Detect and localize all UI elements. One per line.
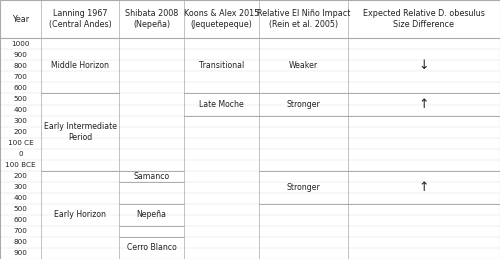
Text: Expected Relative D. obesulus
Size Difference: Expected Relative D. obesulus Size Diffe… [363, 10, 484, 29]
Text: Shibata 2008
(Nepeña): Shibata 2008 (Nepeña) [125, 10, 178, 29]
Text: 600: 600 [14, 217, 28, 223]
Text: Late Moche: Late Moche [199, 100, 244, 109]
Text: Cerro Blanco: Cerro Blanco [126, 243, 176, 253]
Text: Koons & Alex 2015
(Jequetepeque): Koons & Alex 2015 (Jequetepeque) [184, 10, 259, 29]
Text: 200: 200 [14, 173, 28, 179]
Text: ↑: ↑ [418, 181, 429, 194]
Text: 200: 200 [14, 129, 28, 135]
Text: 100 CE: 100 CE [8, 140, 34, 146]
Text: Weaker: Weaker [288, 61, 318, 70]
Text: 600: 600 [14, 85, 28, 91]
Text: 900: 900 [14, 52, 28, 58]
Text: ↑: ↑ [418, 98, 429, 111]
Text: Stronger: Stronger [286, 100, 320, 109]
Text: 500: 500 [14, 96, 28, 102]
Text: 500: 500 [14, 206, 28, 212]
Text: Early Horizon: Early Horizon [54, 210, 106, 219]
Text: 300: 300 [14, 184, 28, 190]
Text: Nepeña: Nepeña [136, 210, 166, 219]
Text: ↓: ↓ [418, 59, 429, 73]
Text: 800: 800 [14, 63, 28, 69]
Text: Relative El Niño Impact
(Rein et al. 2005): Relative El Niño Impact (Rein et al. 200… [256, 10, 350, 29]
Text: Year: Year [12, 15, 29, 24]
Text: Samanco: Samanco [134, 172, 170, 181]
Text: 400: 400 [14, 107, 28, 113]
Text: 400: 400 [14, 195, 28, 201]
Text: 700: 700 [14, 74, 28, 80]
Text: Stronger: Stronger [286, 183, 320, 192]
Text: Transitional: Transitional [199, 61, 244, 70]
Text: 900: 900 [14, 250, 28, 256]
Text: Early Intermediate
Period: Early Intermediate Period [44, 123, 117, 142]
Text: 300: 300 [14, 118, 28, 124]
Text: 100 BCE: 100 BCE [5, 162, 36, 168]
Text: 700: 700 [14, 228, 28, 234]
Text: Lanning 1967
(Central Andes): Lanning 1967 (Central Andes) [48, 10, 112, 29]
Text: 800: 800 [14, 240, 28, 246]
Text: 1000: 1000 [11, 41, 30, 47]
Text: Middle Horizon: Middle Horizon [51, 61, 109, 70]
Text: 0: 0 [18, 151, 23, 157]
